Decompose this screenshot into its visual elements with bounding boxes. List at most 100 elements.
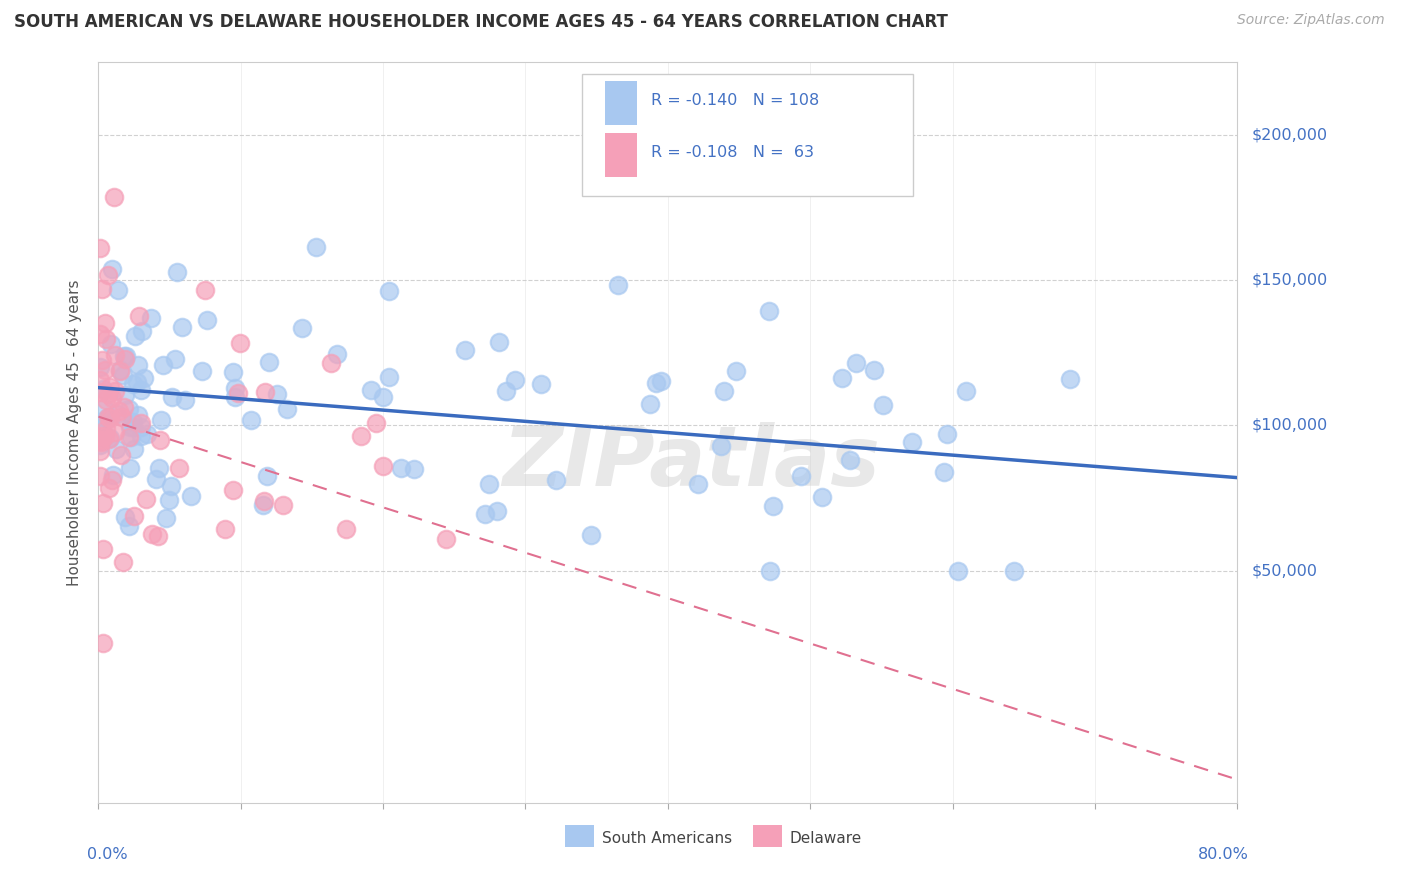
Point (94, 316, 117, 330)
FancyBboxPatch shape (605, 81, 637, 126)
Point (110, 448, 132, 462)
Text: 0.0%: 0.0% (87, 847, 128, 863)
Point (101, 474, 124, 488)
Point (90, 353, 112, 368)
FancyBboxPatch shape (754, 825, 782, 847)
Point (378, 370, 401, 384)
Point (222, 365, 245, 379)
Point (101, 391, 124, 405)
Point (91, 542, 114, 557)
Point (91, 382, 114, 396)
Point (132, 371, 155, 385)
Point (125, 375, 148, 389)
Point (221, 483, 243, 497)
Point (644, 376, 666, 390)
Point (224, 390, 246, 404)
Point (94, 363, 117, 377)
Point (150, 413, 173, 427)
Point (581, 528, 603, 542)
Point (100, 337, 122, 351)
Point (127, 408, 149, 422)
Point (160, 390, 183, 404)
Point (121, 415, 143, 429)
Point (686, 476, 709, 491)
Point (291, 321, 314, 335)
FancyBboxPatch shape (565, 825, 593, 847)
Point (378, 284, 401, 298)
Point (114, 349, 136, 363)
Text: $100,000: $100,000 (1251, 417, 1327, 433)
Point (197, 313, 219, 327)
Point (141, 527, 163, 541)
Point (607, 277, 630, 292)
Point (91, 420, 114, 434)
Point (544, 473, 567, 487)
Text: Delaware: Delaware (790, 830, 862, 846)
Point (108, 404, 131, 418)
Point (253, 494, 276, 508)
Point (170, 320, 193, 334)
Y-axis label: Householder Income Ages 45 - 64 years: Householder Income Ages 45 - 64 years (67, 279, 83, 586)
Point (404, 462, 426, 476)
Point (474, 507, 496, 521)
Point (488, 334, 510, 349)
Point (89, 374, 111, 388)
Point (94, 392, 117, 407)
Point (97, 410, 120, 425)
Point (114, 388, 136, 402)
Text: R = -0.140   N = 108: R = -0.140 N = 108 (651, 94, 820, 109)
Point (124, 442, 146, 457)
Point (118, 430, 141, 444)
Point (321, 356, 343, 370)
Point (105, 442, 128, 457)
Point (127, 358, 149, 372)
Point (98, 431, 121, 445)
Point (89, 241, 111, 255)
Text: SOUTH AMERICAN VS DELAWARE HOUSEHOLDER INCOME AGES 45 - 64 YEARS CORRELATION CHA: SOUTH AMERICAN VS DELAWARE HOUSEHOLDER I… (14, 13, 948, 31)
Point (173, 392, 195, 407)
Point (128, 309, 150, 323)
Point (157, 493, 180, 508)
Point (89, 385, 111, 400)
FancyBboxPatch shape (605, 133, 637, 178)
Point (477, 477, 499, 491)
Point (276, 401, 298, 416)
Point (228, 336, 250, 351)
Point (149, 433, 172, 447)
Point (373, 458, 395, 473)
Point (254, 384, 277, 399)
Point (762, 499, 785, 513)
Point (114, 352, 136, 367)
Point (273, 498, 295, 512)
Point (96, 332, 118, 346)
Point (97, 386, 120, 401)
Point (495, 384, 517, 398)
Point (193, 283, 215, 297)
Point (1059, 372, 1081, 386)
Point (713, 384, 735, 398)
Point (180, 488, 202, 502)
Point (118, 420, 141, 434)
Point (434, 532, 457, 546)
Point (530, 376, 553, 391)
Point (103, 189, 125, 203)
Point (98, 481, 121, 495)
Point (505, 373, 527, 387)
Point (148, 460, 170, 475)
Point (91, 636, 114, 650)
Point (948, 564, 970, 578)
Point (226, 386, 249, 401)
Text: $150,000: $150,000 (1251, 273, 1327, 288)
Point (266, 386, 288, 401)
Point (112, 349, 135, 363)
Text: $50,000: $50,000 (1251, 563, 1317, 578)
Point (93, 496, 115, 510)
Point (90, 428, 112, 442)
Point (305, 240, 328, 254)
Point (486, 504, 509, 518)
Point (135, 491, 157, 506)
Point (112, 555, 135, 569)
Point (955, 384, 977, 398)
Point (89, 438, 111, 452)
Point (373, 390, 395, 404)
